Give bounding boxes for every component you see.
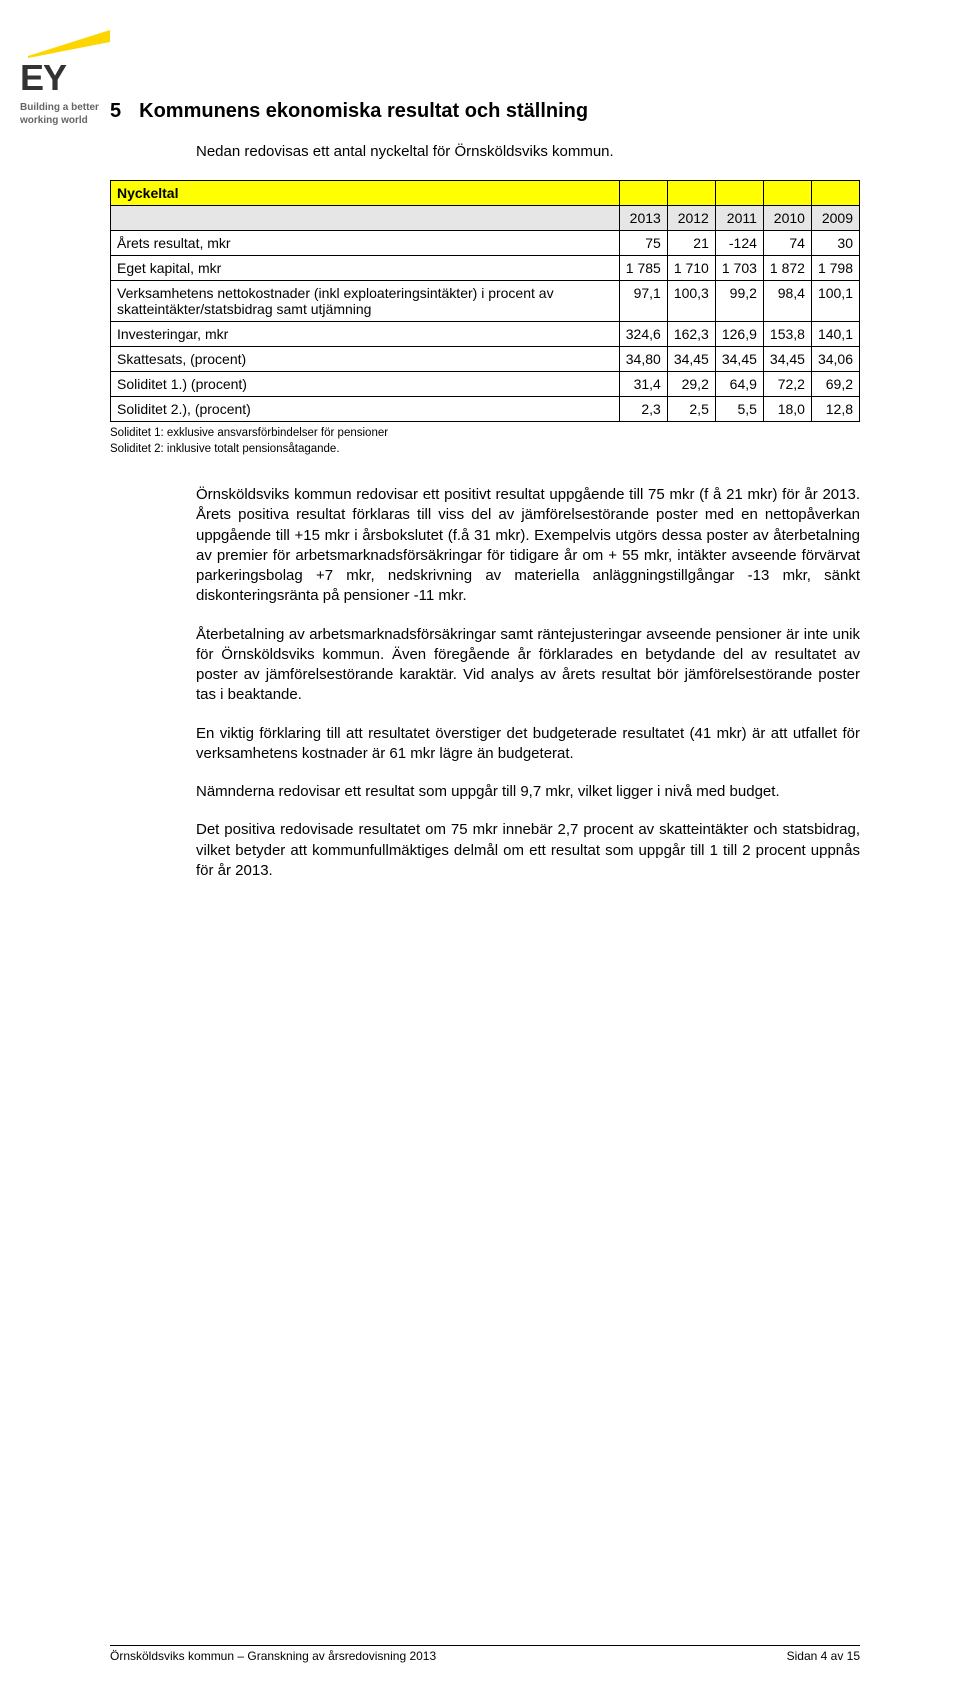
- row-value: 12,8: [811, 397, 859, 422]
- year-cell: 2013: [619, 206, 667, 231]
- table-row: Eget kapital, mkr1 7851 7101 7031 8721 7…: [111, 256, 860, 281]
- table-header-blank: [619, 181, 667, 206]
- row-value: -124: [715, 231, 763, 256]
- row-value: 30: [811, 231, 859, 256]
- table-header-row: Nyckeltal: [111, 181, 860, 206]
- table-header-blank: [715, 181, 763, 206]
- row-label: Soliditet 2.), (procent): [111, 397, 620, 422]
- section-heading: 5 Kommunens ekonomiska resultat och stäl…: [110, 100, 860, 123]
- row-value: 69,2: [811, 372, 859, 397]
- ey-logo: EY Building a better working world: [20, 30, 130, 127]
- row-value: 5,5: [715, 397, 763, 422]
- row-value: 324,6: [619, 322, 667, 347]
- body-paragraph: En viktig förklaring till att resultatet…: [196, 724, 860, 765]
- row-value: 2,5: [667, 397, 715, 422]
- row-value: 1 798: [811, 256, 859, 281]
- row-value: 162,3: [667, 322, 715, 347]
- row-value: 18,0: [763, 397, 811, 422]
- table-header-blank: [763, 181, 811, 206]
- table-row: Soliditet 1.) (procent)31,429,264,972,26…: [111, 372, 860, 397]
- footnote-line-1: Soliditet 1: exklusive ansvarsförbindels…: [110, 427, 388, 439]
- footnote-line-2: Soliditet 2: inklusive totalt pensionsåt…: [110, 443, 340, 455]
- row-value: 34,06: [811, 347, 859, 372]
- row-value: 34,80: [619, 347, 667, 372]
- table-row: Verksamhetens nettokostnader (inkl explo…: [111, 281, 860, 322]
- row-label: Investeringar, mkr: [111, 322, 620, 347]
- row-value: 31,4: [619, 372, 667, 397]
- row-label: Skattesats, (procent): [111, 347, 620, 372]
- row-value: 126,9: [715, 322, 763, 347]
- row-value: 100,3: [667, 281, 715, 322]
- row-value: 29,2: [667, 372, 715, 397]
- footer-right: Sidan 4 av 15: [787, 1649, 860, 1663]
- row-value: 99,2: [715, 281, 763, 322]
- row-value: 21: [667, 231, 715, 256]
- row-label: Årets resultat, mkr: [111, 231, 620, 256]
- row-value: 34,45: [667, 347, 715, 372]
- page-footer: Örnsköldsviks kommun – Granskning av års…: [110, 1645, 860, 1663]
- footer-left: Örnsköldsviks kommun – Granskning av års…: [110, 1649, 436, 1663]
- section-title: Kommunens ekonomiska resultat och ställn…: [139, 100, 588, 123]
- row-value: 100,1: [811, 281, 859, 322]
- page-container: EY Building a better working world 5 Kom…: [0, 0, 960, 1703]
- body-paragraph: Örnsköldsviks kommun redovisar ett posit…: [196, 485, 860, 607]
- intro-paragraph: Nedan redovisas ett antal nyckeltal för …: [196, 143, 860, 160]
- row-value: 1 872: [763, 256, 811, 281]
- table-header-blank: [811, 181, 859, 206]
- row-value: 1 703: [715, 256, 763, 281]
- row-value: 2,3: [619, 397, 667, 422]
- row-label: Soliditet 1.) (procent): [111, 372, 620, 397]
- row-label: Verksamhetens nettokostnader (inkl explo…: [111, 281, 620, 322]
- year-cell: 2011: [715, 206, 763, 231]
- row-value: 97,1: [619, 281, 667, 322]
- body-paragraph: Återbetalning av arbetsmarknadsförsäkrin…: [196, 625, 860, 706]
- row-value: 153,8: [763, 322, 811, 347]
- table-row: Skattesats, (procent)34,8034,4534,4534,4…: [111, 347, 860, 372]
- year-cell: 2012: [667, 206, 715, 231]
- table-row: Soliditet 2.), (procent)2,32,55,518,012,…: [111, 397, 860, 422]
- ey-wordmark: EY: [20, 60, 130, 96]
- row-value: 34,45: [715, 347, 763, 372]
- row-value: 75: [619, 231, 667, 256]
- row-value: 72,2: [763, 372, 811, 397]
- row-value: 34,45: [763, 347, 811, 372]
- year-cell: 2009: [811, 206, 859, 231]
- table-header-blank: [667, 181, 715, 206]
- row-value: 98,4: [763, 281, 811, 322]
- table-header-label: Nyckeltal: [111, 181, 620, 206]
- table-year-row: 2013 2012 2011 2010 2009: [111, 206, 860, 231]
- table-row: Årets resultat, mkr7521-1247430: [111, 231, 860, 256]
- row-value: 74: [763, 231, 811, 256]
- tagline-line-2: working world: [20, 115, 88, 126]
- ey-beam-icon: [20, 30, 110, 58]
- year-cell: 2010: [763, 206, 811, 231]
- body-paragraph: Nämnderna redovisar ett resultat som upp…: [196, 782, 860, 802]
- row-value: 64,9: [715, 372, 763, 397]
- row-value: 1 785: [619, 256, 667, 281]
- body-paragraph: Det positiva redovisade resultatet om 75…: [196, 820, 860, 881]
- row-value: 140,1: [811, 322, 859, 347]
- ey-tagline: Building a better working world: [20, 102, 130, 127]
- nyckeltal-table: Nyckeltal 2013 2012 2011 2010 2009 Årets…: [110, 180, 860, 422]
- year-row-blank: [111, 206, 620, 231]
- table-row: Investeringar, mkr324,6162,3126,9153,814…: [111, 322, 860, 347]
- tagline-line-1: Building a better: [20, 102, 99, 113]
- table-footnote: Soliditet 1: exklusive ansvarsförbindels…: [110, 426, 860, 457]
- row-value: 1 710: [667, 256, 715, 281]
- row-label: Eget kapital, mkr: [111, 256, 620, 281]
